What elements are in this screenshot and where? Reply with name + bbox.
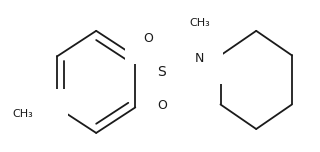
Text: O: O [143,32,153,45]
Text: S: S [157,65,166,79]
Text: N: N [195,52,204,65]
Text: CH₃: CH₃ [12,109,33,119]
Text: O: O [157,99,167,112]
Text: O: O [39,108,49,121]
Text: CH₃: CH₃ [189,18,210,28]
